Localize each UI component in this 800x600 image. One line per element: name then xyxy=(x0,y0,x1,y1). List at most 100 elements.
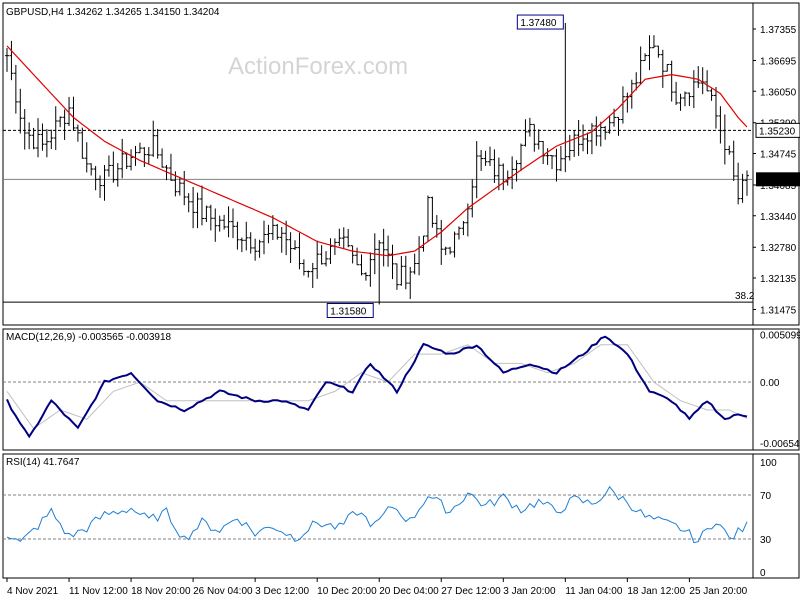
ohlc-bar xyxy=(487,146,492,167)
price-tick-label: 1.33440 xyxy=(760,212,797,223)
ohlc-bar xyxy=(106,155,111,177)
price-panel-title: GBPUSD,H4 1.34262 1.34265 1.34150 1.3420… xyxy=(6,7,220,18)
resistance-box xyxy=(755,122,800,138)
ohlc-bar xyxy=(510,156,515,190)
ohlc-bar xyxy=(266,224,271,244)
ohlc-bar xyxy=(620,86,625,124)
ohlc-bar xyxy=(137,142,142,154)
ohlc-bar xyxy=(536,129,541,150)
price-tick-label: 1.36695 xyxy=(760,56,797,67)
ohlc-bar xyxy=(350,245,355,264)
macd-signal-line xyxy=(6,344,748,430)
rsi-panel-title: RSI(14) 41.7647 xyxy=(6,457,80,468)
ohlc-bar xyxy=(93,165,98,191)
ohlc-bar xyxy=(36,118,41,158)
ohlc-bar xyxy=(558,145,563,172)
ohlc-bar xyxy=(505,170,510,186)
ohlc-bar xyxy=(554,148,559,182)
rsi-tick-label: 70 xyxy=(760,491,772,502)
ohlc-bar xyxy=(470,179,475,218)
ohlc-bar xyxy=(514,160,519,182)
ohlc-bar xyxy=(572,130,577,157)
ohlc-bar xyxy=(417,236,422,276)
ohlc-bar xyxy=(84,142,89,173)
rsi-line xyxy=(6,485,748,544)
time-x-axis: 4 Nov 2021 11 Nov 12:00 18 Nov 20:00 26 Nov… xyxy=(6,578,748,597)
rsi-tick-label: 0 xyxy=(760,568,766,579)
watermark-text: ActionForex.com xyxy=(228,53,408,80)
ohlc-bar xyxy=(545,148,550,165)
ohlc-bar xyxy=(120,138,125,179)
price-tick-label: 1.34745 xyxy=(760,150,797,161)
ohlc-bar xyxy=(656,45,661,58)
ohlc-bar xyxy=(527,117,532,137)
ohlc-bar xyxy=(736,162,741,205)
price-tick-label: 1.32135 xyxy=(760,274,797,285)
ohlc-bar xyxy=(75,124,80,142)
ohlc-bar xyxy=(49,129,54,150)
ohlc-bar xyxy=(638,46,643,85)
ohlc-bar xyxy=(146,147,151,165)
ohlc-bar xyxy=(691,70,696,109)
ohlc-bar xyxy=(142,147,147,168)
ohlc-bar xyxy=(355,247,360,266)
price-grid xyxy=(3,129,753,303)
ohlc-bar xyxy=(421,235,426,252)
x-tick-label: 3 Dec 12:00 xyxy=(255,586,309,597)
ohlc-bar xyxy=(124,152,129,170)
ohlc-bar xyxy=(253,238,258,261)
ohlc-bar xyxy=(177,177,182,196)
ohlc-bar xyxy=(262,220,267,255)
x-tick-label: 4 Nov 2021 xyxy=(7,586,59,597)
ohlc-bar xyxy=(651,35,656,49)
x-tick-label: 3 Jan 20:00 xyxy=(503,586,556,597)
ohlc-bar xyxy=(479,150,484,171)
price-panel-frame xyxy=(2,2,800,326)
resistance-label: 1.35230 xyxy=(759,126,796,137)
ohlc-bar xyxy=(40,123,45,151)
rsi-tick-label: 30 xyxy=(760,535,772,546)
ohlc-bar xyxy=(293,240,298,250)
ohlc-bar xyxy=(346,228,351,248)
ohlc-bar xyxy=(257,239,262,258)
ohlc-bar xyxy=(581,124,586,152)
low-label: 1.31580 xyxy=(330,306,367,317)
ohlc-bar xyxy=(674,81,679,105)
x-tick-label: 26 Nov 04:00 xyxy=(193,586,253,597)
price-y-axis: 1.373551.366951.360501.353901.347451.340… xyxy=(753,25,800,316)
macd-panel-title: MACD(12,26,9) -0.003565 -0.003918 xyxy=(6,332,172,343)
ohlc-bar xyxy=(434,215,439,238)
ohlc-bar xyxy=(425,195,430,242)
ohlc-bar xyxy=(665,63,670,72)
ohlc-bar xyxy=(745,170,749,196)
ohlc-bar xyxy=(5,48,9,72)
ohlc-bar xyxy=(567,134,572,161)
ohlc-bar xyxy=(660,49,665,88)
ohlc-bar xyxy=(412,253,417,275)
x-tick-label: 11 Jan 04:00 xyxy=(565,586,623,597)
price-bars xyxy=(5,23,749,305)
ohlc-bar xyxy=(603,125,608,140)
ohlc-bar xyxy=(594,116,599,146)
fib-level-label: 38.2 xyxy=(735,291,755,302)
ohlc-bar xyxy=(284,220,289,256)
ohlc-bar xyxy=(53,106,58,151)
ohlc-bar xyxy=(363,272,368,281)
ohlc-bar xyxy=(98,175,103,198)
macd-panel-frame xyxy=(2,328,800,451)
ohlc-bar xyxy=(310,262,315,288)
ohlc-bar xyxy=(634,72,639,91)
x-tick-label: 11 Nov 12:00 xyxy=(69,586,128,597)
ohlc-bar xyxy=(727,145,732,155)
ohlc-bar xyxy=(492,149,497,183)
ohlc-bar xyxy=(182,170,187,206)
ohlc-bar xyxy=(390,244,395,280)
ohlc-bar xyxy=(315,240,320,279)
ohlc-bar xyxy=(452,231,457,258)
high-label-box xyxy=(516,14,564,30)
ohlc-bar xyxy=(408,266,413,299)
current-price-label: 1.34204 xyxy=(759,175,796,186)
price-tick-label: 1.36050 xyxy=(760,87,797,98)
ohlc-bar xyxy=(709,88,714,101)
